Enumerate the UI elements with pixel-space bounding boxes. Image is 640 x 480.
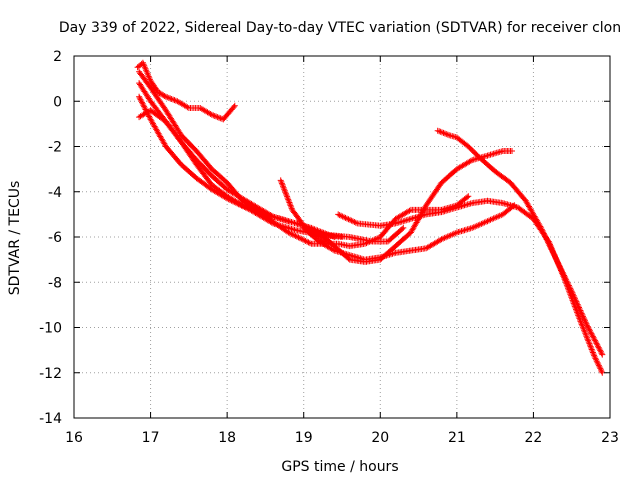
y-tick-label: -14: [39, 411, 62, 427]
x-tick-label: 16: [65, 430, 83, 446]
y-tick-label: -4: [48, 185, 62, 201]
plus-markers: [316, 148, 515, 265]
series-arc-8: [316, 148, 515, 265]
x-axis-label: GPS time / hours: [281, 459, 398, 475]
y-tick-label: -10: [39, 321, 62, 337]
y-tick-label: 0: [53, 94, 62, 110]
chart-title: Day 339 of 2022, Sidereal Day-to-day VTE…: [59, 20, 621, 36]
y-tick-label: -8: [48, 275, 62, 291]
series-arc-1: [134, 59, 238, 123]
x-tick-label: 18: [218, 430, 236, 446]
x-tick-label: 20: [371, 430, 389, 446]
data-series: [134, 59, 606, 376]
y-tick-label: 2: [53, 49, 62, 65]
y-tick-label: -2: [48, 140, 62, 156]
y-tick-label: -6: [48, 230, 62, 246]
x-tick-label: 22: [525, 430, 543, 446]
plus-markers: [134, 59, 238, 123]
x-tick-label: 17: [142, 430, 160, 446]
y-tick-label: -12: [39, 366, 62, 382]
y-axis-label: SDTVAR / TECUs: [7, 181, 23, 296]
series-arc-10: [434, 127, 606, 358]
x-tick-label: 21: [448, 430, 466, 446]
plus-markers: [434, 127, 606, 358]
axis-ticks: 16 17 18 19 20 21 22 23 -14 -12 -10 -8 -6 -4 -2 0 2: [39, 49, 619, 446]
x-tick-label: 19: [295, 430, 313, 446]
x-tick-label: 23: [601, 430, 619, 446]
